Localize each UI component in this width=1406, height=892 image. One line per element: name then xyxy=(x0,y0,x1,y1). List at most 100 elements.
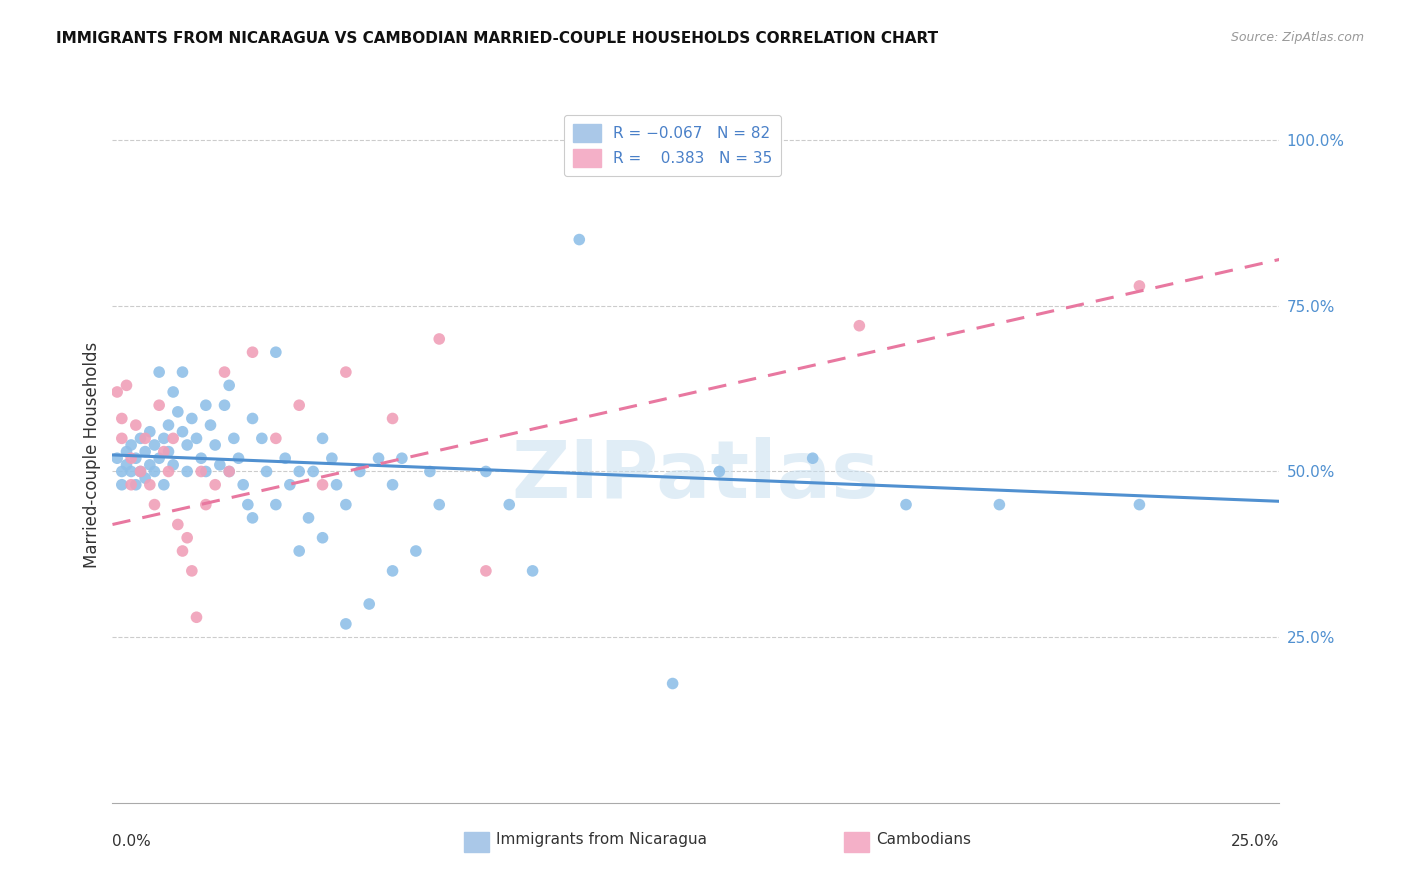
Point xyxy=(297,511,319,525)
Point xyxy=(335,365,357,379)
Point xyxy=(1128,279,1150,293)
Point xyxy=(288,465,311,479)
Point xyxy=(134,471,156,485)
Point xyxy=(162,458,184,472)
Point xyxy=(381,477,404,491)
Point xyxy=(367,451,389,466)
Point xyxy=(208,458,231,472)
Point xyxy=(218,378,240,392)
Point xyxy=(111,411,134,425)
Text: Immigrants from Nicaragua: Immigrants from Nicaragua xyxy=(496,832,707,847)
Point xyxy=(242,511,264,525)
Point xyxy=(194,398,217,412)
Point xyxy=(190,451,212,466)
Point xyxy=(236,498,259,512)
Point xyxy=(172,365,194,379)
Text: IMMIGRANTS FROM NICARAGUA VS CAMBODIAN MARRIED-COUPLE HOUSEHOLDS CORRELATION CHA: IMMIGRANTS FROM NICARAGUA VS CAMBODIAN M… xyxy=(56,31,938,46)
Point xyxy=(129,465,152,479)
Legend: R = −0.067   N = 82, R =    0.383   N = 35: R = −0.067 N = 82, R = 0.383 N = 35 xyxy=(564,115,782,177)
Y-axis label: Married-couple Households: Married-couple Households xyxy=(83,342,101,568)
Point xyxy=(125,418,148,433)
Point xyxy=(405,544,427,558)
Point xyxy=(359,597,381,611)
Point xyxy=(120,438,142,452)
Point xyxy=(153,444,176,458)
Point xyxy=(115,378,138,392)
Point xyxy=(427,332,450,346)
Point xyxy=(204,477,226,491)
Point xyxy=(129,431,152,445)
Point xyxy=(288,398,311,412)
Point xyxy=(321,451,343,466)
Point xyxy=(176,438,198,452)
Point xyxy=(190,465,212,479)
Point xyxy=(325,477,347,491)
Point xyxy=(176,531,198,545)
Point xyxy=(311,477,333,491)
Point xyxy=(302,465,325,479)
Point xyxy=(105,451,128,466)
Point xyxy=(709,465,731,479)
Point xyxy=(143,438,166,452)
Point xyxy=(218,465,240,479)
Point xyxy=(125,477,148,491)
Point xyxy=(475,564,498,578)
Point xyxy=(204,438,226,452)
Point xyxy=(134,431,156,445)
Point xyxy=(218,465,240,479)
Point xyxy=(176,465,198,479)
Point xyxy=(214,365,236,379)
Point xyxy=(335,498,357,512)
Point xyxy=(256,465,278,479)
Point xyxy=(427,498,450,512)
Point xyxy=(498,498,520,512)
Point xyxy=(264,345,287,359)
Point xyxy=(200,418,222,433)
Point xyxy=(475,465,498,479)
Point xyxy=(186,431,208,445)
Point xyxy=(153,431,176,445)
Text: ZIPatlas: ZIPatlas xyxy=(512,437,880,515)
Point xyxy=(148,365,170,379)
Point xyxy=(166,405,188,419)
Point xyxy=(120,477,142,491)
Point xyxy=(111,431,134,445)
Point xyxy=(115,458,138,472)
Point xyxy=(125,451,148,466)
Point xyxy=(228,451,250,466)
Point xyxy=(232,477,254,491)
Point xyxy=(115,444,138,458)
Point xyxy=(157,444,180,458)
Text: Cambodians: Cambodians xyxy=(876,832,972,847)
Point xyxy=(157,418,180,433)
Point xyxy=(143,465,166,479)
Point xyxy=(522,564,544,578)
Point xyxy=(288,544,311,558)
Point xyxy=(274,451,297,466)
Text: Source: ZipAtlas.com: Source: ZipAtlas.com xyxy=(1230,31,1364,45)
Text: 0.0%: 0.0% xyxy=(112,834,152,849)
Point xyxy=(194,465,217,479)
Point xyxy=(848,318,870,333)
Text: 25.0%: 25.0% xyxy=(1232,834,1279,849)
Point xyxy=(381,564,404,578)
Point xyxy=(162,431,184,445)
Point xyxy=(157,465,180,479)
Point xyxy=(349,465,371,479)
Point xyxy=(214,398,236,412)
Point xyxy=(278,477,301,491)
Point xyxy=(311,531,333,545)
Point xyxy=(568,233,591,247)
Point xyxy=(143,498,166,512)
Point xyxy=(111,465,134,479)
Point xyxy=(166,517,188,532)
Point xyxy=(381,411,404,425)
Point xyxy=(139,425,162,439)
Point xyxy=(801,451,824,466)
Point xyxy=(120,451,142,466)
Point xyxy=(194,498,217,512)
Point xyxy=(250,431,273,445)
Point xyxy=(172,544,194,558)
Point xyxy=(162,384,184,399)
Point xyxy=(153,477,176,491)
